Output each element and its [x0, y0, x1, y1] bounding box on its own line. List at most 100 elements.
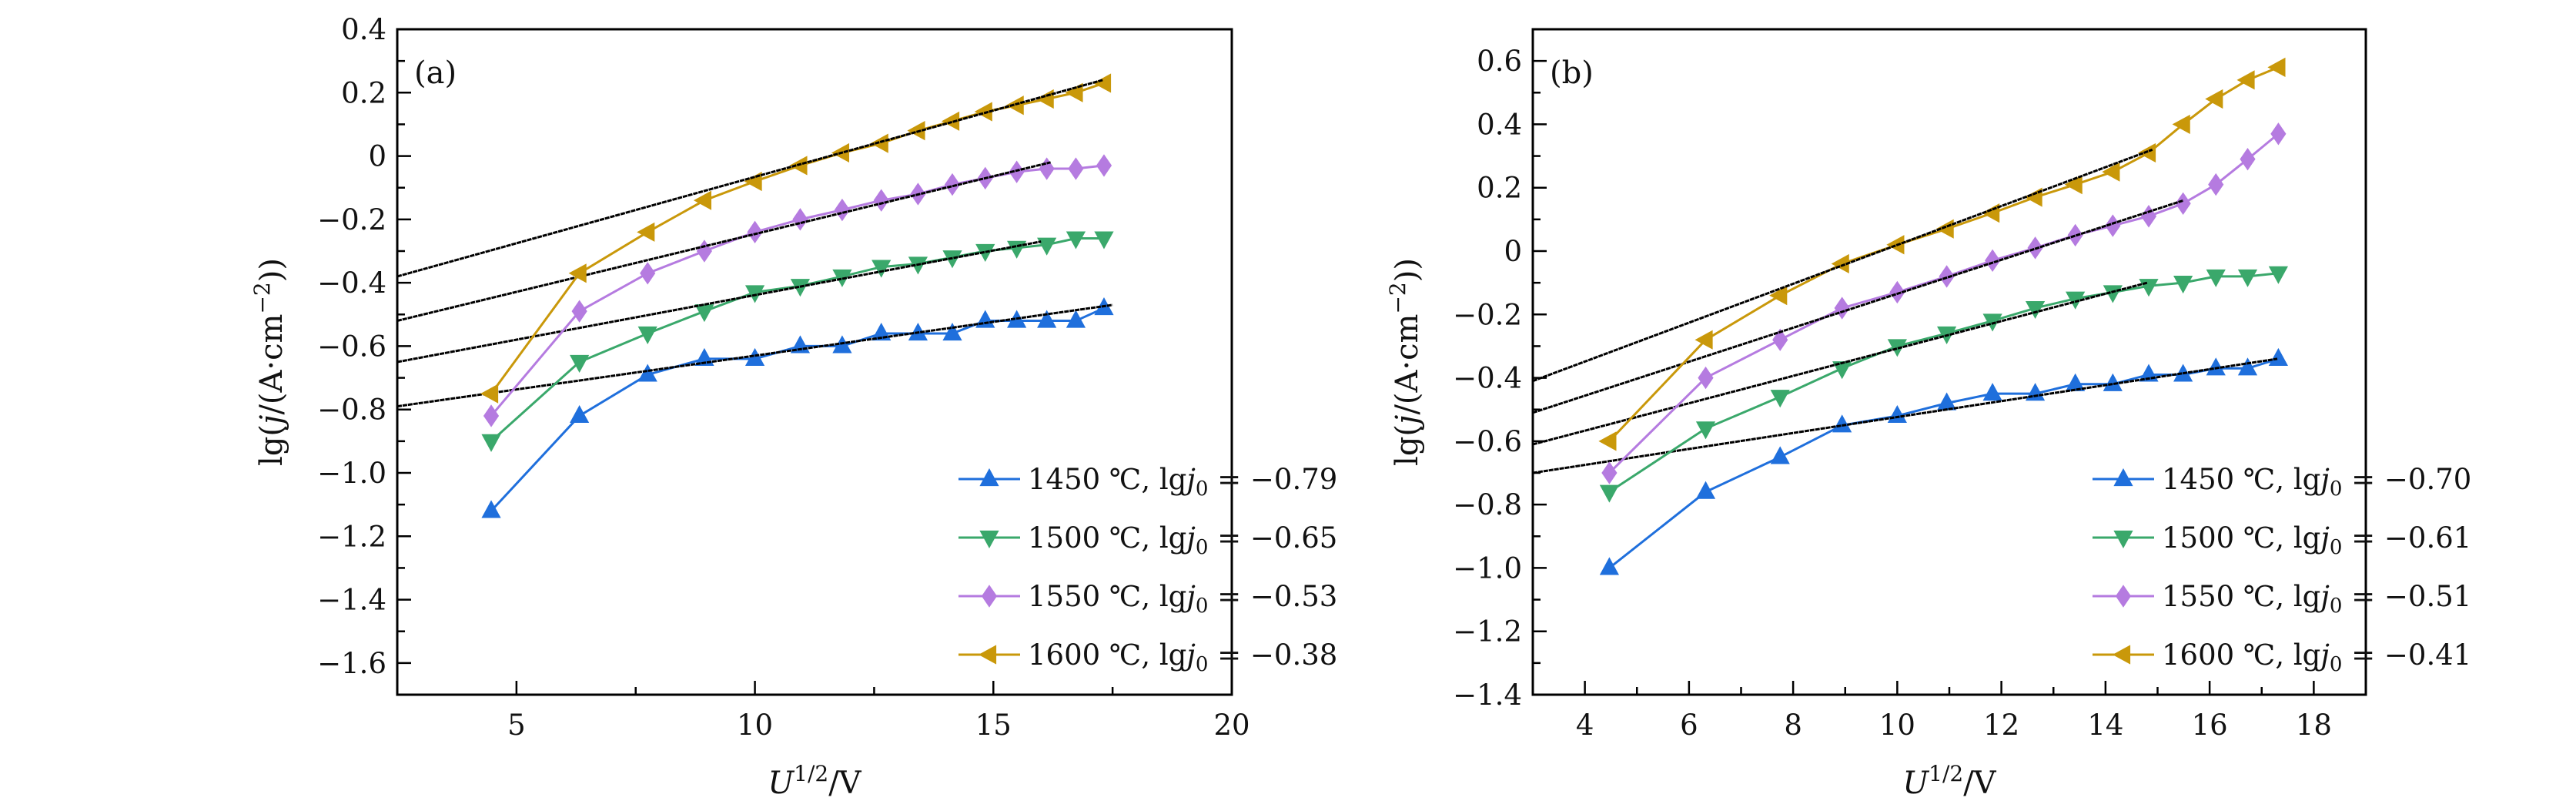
x-tick-label: 18 [2296, 709, 2332, 742]
x-tick-label: 10 [737, 709, 773, 742]
data-point [2268, 347, 2288, 366]
series-3 [396, 73, 1112, 404]
data-point [1831, 253, 1849, 274]
data-point [1886, 235, 1905, 255]
data-point [481, 434, 501, 452]
data-point [1598, 431, 1617, 451]
data-point [1770, 446, 1790, 464]
data-point [744, 347, 765, 366]
fit-line [396, 303, 1113, 408]
data-point [2064, 175, 2083, 195]
y-tick-label: −0.6 [317, 330, 386, 363]
data-point [1694, 330, 1713, 350]
series-2 [1532, 122, 2287, 484]
data-point [2206, 269, 2226, 287]
y-tick-label: −0.8 [1453, 488, 1522, 521]
data-point [2240, 147, 2256, 171]
data-point [871, 260, 892, 278]
series-1 [1532, 266, 2288, 503]
series-0 [1532, 347, 2288, 575]
y-tick-label: −1.0 [317, 457, 386, 490]
data-point [2208, 173, 2224, 196]
data-point [792, 208, 808, 231]
data-point [1068, 157, 1084, 180]
data-point [637, 222, 655, 242]
data-point [1889, 280, 1905, 304]
data-point [2205, 89, 2223, 109]
data-point [2025, 300, 2046, 320]
legend-marker [979, 530, 999, 548]
legend-marker [2113, 468, 2133, 487]
data-point [480, 384, 499, 404]
x-tick-label: 6 [1680, 709, 1698, 742]
data-point [944, 173, 961, 196]
series-3 [1532, 57, 2286, 451]
y-tick-label: −1.6 [317, 647, 386, 680]
data-point [942, 111, 960, 131]
panel-b: 4 6 8 10 12 14 16 18 −1.4 −1.2 −1.0 −0.8 −0.6 −0.4 −0.… [1385, 28, 2471, 801]
fit-line [1532, 281, 2148, 446]
data-point [975, 310, 995, 328]
y-axis-label: lg(j/(A·cm−2)) [1385, 258, 1425, 466]
data-point [2206, 357, 2226, 376]
data-point [1937, 392, 1957, 411]
data-point [1007, 240, 1027, 259]
data-point [1770, 390, 1790, 408]
data-point [483, 404, 500, 427]
y-tick-label: −1.2 [317, 520, 386, 553]
series-2 [396, 154, 1112, 427]
legend-label: 1600 ℃, lgj0 = −0.38 [1028, 638, 1337, 676]
y-tick-label: −1.4 [317, 584, 386, 617]
data-point [975, 243, 995, 262]
data-point [2140, 205, 2157, 228]
data-point [693, 190, 712, 210]
data-point [2237, 357, 2258, 376]
y-tick-label: 0.2 [341, 76, 386, 109]
data-point [1982, 383, 2002, 401]
series-1 [396, 231, 1114, 452]
fit-line [1532, 357, 2278, 474]
data-point [2175, 192, 2191, 215]
data-point [1601, 461, 1618, 484]
data-point [1094, 231, 1114, 250]
data-point [2103, 373, 2123, 391]
data-point [1037, 310, 1057, 328]
data-point [1092, 73, 1112, 93]
data-point [1935, 219, 1954, 239]
data-point [1887, 339, 1907, 357]
fit-line [1532, 199, 2184, 414]
y-tick-label: 0.4 [341, 13, 386, 46]
data-point [570, 404, 590, 424]
data-point [790, 279, 811, 297]
y-tick-label: 0 [368, 140, 386, 173]
legend-marker [2115, 585, 2132, 608]
legend-marker [2113, 530, 2133, 548]
y-tick-label: −1.2 [1453, 615, 1522, 648]
data-point [2237, 269, 2258, 287]
y-tick-label: 0.4 [1477, 108, 1522, 141]
legend-label: 1500 ℃, lgj0 = −0.65 [1028, 521, 1337, 559]
data-point [2066, 373, 2086, 391]
x-tick-label: 15 [975, 709, 1012, 742]
data-point [2173, 276, 2193, 294]
data-point [1066, 231, 1086, 250]
data-point [1695, 421, 1716, 440]
data-point [1939, 265, 1955, 288]
x-tick-label: 4 [1576, 709, 1594, 742]
data-point [1599, 484, 1620, 503]
x-tick-label: 16 [2192, 709, 2228, 742]
data-point [834, 198, 851, 222]
legend-marker [979, 645, 997, 665]
data-point [2105, 214, 2121, 237]
fit-line [396, 161, 1051, 322]
x-tick-label: 10 [1879, 709, 1915, 742]
data-point [570, 354, 590, 373]
data-point [1832, 414, 1852, 433]
y-tick-label: −1.0 [1453, 551, 1522, 585]
legend-label: 1500 ℃, lgj0 = −0.61 [2162, 521, 2471, 559]
y-tick-label: 0.6 [1477, 45, 1522, 78]
data-point [2172, 114, 2190, 135]
y-tick-label: −0.8 [317, 394, 386, 427]
data-point [873, 189, 889, 212]
